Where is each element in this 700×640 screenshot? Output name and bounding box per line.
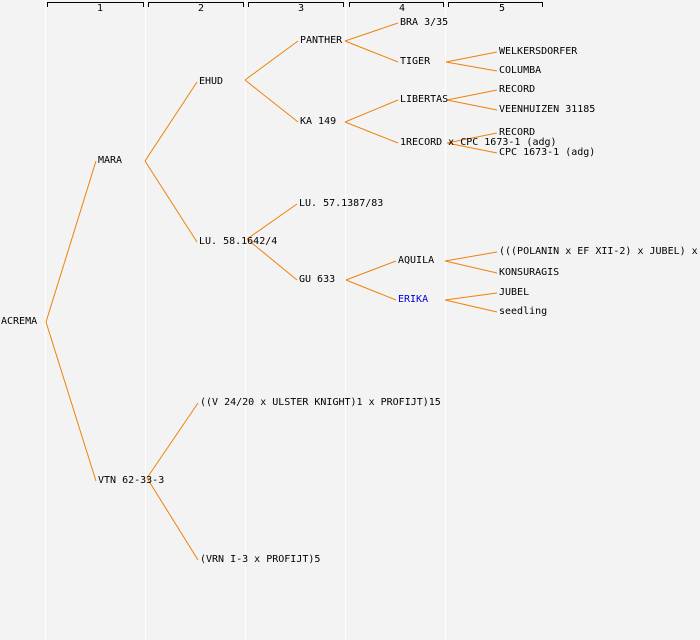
generation-header-1: 1 [96, 3, 104, 14]
pedigree-edge [45, 160, 97, 323]
pedigree-edge [444, 260, 498, 274]
generation-header-2: 2 [197, 3, 205, 14]
pedigree-edge [446, 99, 498, 111]
tree-node-acrema: ACREMA [1, 316, 38, 327]
tree-node-record-x-cpc: 1RECORD x CPC 1673-1 (adg) [400, 137, 557, 148]
pedigree-edge [445, 61, 498, 72]
pedigree-edge [146, 477, 199, 561]
tree-node-seedling: seedling [499, 306, 548, 317]
generation-header-4: 4 [398, 3, 406, 14]
tree-node-cpc-1673-1: CPC 1673-1 (adg) [499, 147, 596, 158]
pedigree-edge [446, 132, 498, 144]
pedigree-edge [344, 99, 399, 123]
generation-bracket-4 [349, 2, 444, 7]
generation-bracket-2 [148, 2, 244, 7]
pedigree-edge [344, 121, 399, 144]
tree-node-gu-633: GU 633 [299, 274, 336, 285]
tree-node-erika[interactable]: ERIKA [398, 294, 429, 305]
tree-node-konsuragis: KONSURAGIS [499, 267, 560, 278]
tree-node-lu-58-1642-4: LU. 58.1642/4 [199, 236, 278, 247]
tree-node-bra-3-35: BRA 3/35 [400, 17, 449, 28]
pedigree-edge [446, 142, 498, 154]
pedigree-edge [144, 81, 198, 162]
pedigree-edge [244, 79, 299, 123]
pedigree-edge [444, 251, 498, 262]
generation-bracket-1 [47, 2, 144, 7]
generation-bracket-3 [248, 2, 344, 7]
pedigree-edge [344, 22, 399, 42]
pedigree-edge [444, 292, 498, 301]
pedigree-edge [444, 299, 498, 313]
tree-node-record-2: RECORD [499, 127, 536, 138]
pedigree-edge [345, 260, 397, 281]
tree-node-v-ulster-knight: ((V 24/20 x ULSTER KNIGHT)1 x PROFIJT)15 [200, 397, 441, 408]
tree-node-polanin-cross: (((POLANIN x EF XII-2) x JUBEL) x [499, 246, 698, 257]
pedigree-edge [244, 40, 299, 81]
tree-node-aquila: AQUILA [398, 255, 435, 266]
tree-node-welkersdorfer: WELKERSDORFER [499, 46, 578, 57]
tree-node-vtn-62-33-3: VTN 62-33-3 [98, 475, 165, 486]
generation-bracket-5 [448, 2, 543, 7]
pedigree-edge [445, 51, 498, 63]
pedigree-edge [345, 279, 397, 301]
tree-node-columba: COLUMBA [499, 65, 542, 76]
pedigree-edge [246, 238, 298, 281]
tree-node-jubel: JUBEL [499, 287, 530, 298]
tree-node-lu-57-1387-83: LU. 57.1387/83 [299, 198, 384, 209]
generation-header-3: 3 [297, 3, 305, 14]
generation-header-5: 5 [498, 3, 506, 14]
tree-node-ka-149: KA 149 [300, 116, 337, 127]
tree-node-record-1: RECORD [499, 84, 536, 95]
tree-node-veenhuizen: VEENHUIZEN 31185 [499, 104, 596, 115]
pedigree-edge [246, 203, 298, 240]
pedigree-edge [446, 89, 498, 101]
pedigree-edge [146, 402, 199, 479]
pedigree-edge [344, 40, 399, 63]
tree-node-libertas: LIBERTAS [400, 94, 449, 105]
tree-node-panther: PANTHER [300, 35, 343, 46]
tree-node-ehud: EHUD [199, 76, 224, 87]
pedigree-edge [144, 160, 198, 243]
pedigree-edge [45, 321, 97, 482]
tree-node-vrn-profijt: (VRN I-3 x PROFIJT)5 [200, 554, 321, 565]
tree-node-mara: MARA [98, 155, 123, 166]
tree-node-tiger: TIGER [400, 56, 431, 67]
